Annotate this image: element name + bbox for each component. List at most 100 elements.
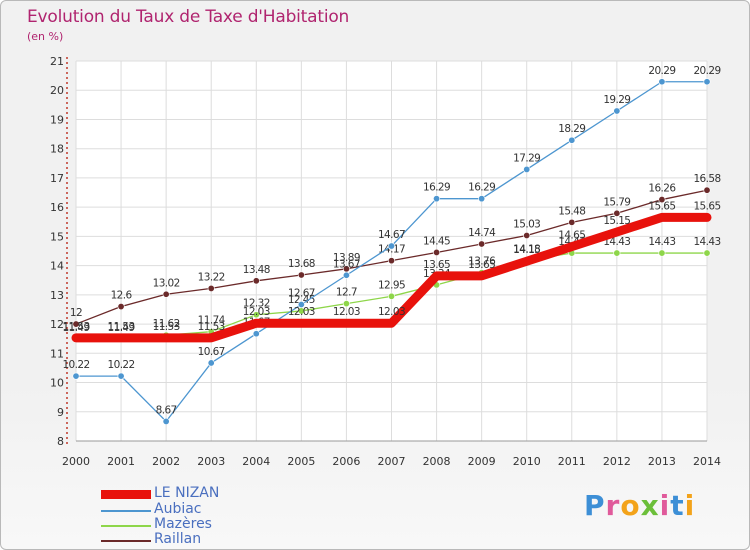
data-label-raillan: 16.26 (648, 183, 676, 195)
data-label-le-nizan: 15.65 (693, 200, 720, 212)
y-tick-label: 16 (50, 201, 64, 214)
data-label-raillan: 12 (70, 307, 82, 319)
data-label-le-nizan: 11.53 (62, 321, 89, 333)
y-tick-label: 9 (57, 406, 64, 419)
data-label-le-nizan: 12.03 (243, 306, 270, 318)
brand-letter: t (670, 489, 685, 522)
data-label-aubiac: 16.29 (423, 182, 450, 194)
data-point-aubiac (387, 242, 395, 250)
data-point-raillan (703, 186, 711, 194)
x-tick-label: 2000 (62, 455, 90, 468)
data-label-maz-res: 14.43 (648, 236, 675, 248)
data-point-raillan (387, 257, 395, 265)
data-label-raillan: 13.68 (288, 258, 315, 270)
series-line-le-nizan (71, 212, 712, 343)
data-point-raillan (478, 240, 486, 248)
proxiti-logo: Proxiti (584, 489, 695, 522)
x-tick-label: 2011 (558, 455, 586, 468)
y-tick-label: 20 (50, 84, 64, 97)
x-tick-label: 2013 (648, 455, 676, 468)
data-label-le-nizan: 13.65 (423, 259, 450, 271)
data-point-raillan (252, 277, 260, 285)
data-point-aubiac (162, 417, 170, 425)
x-tick-label: 2007 (378, 455, 406, 468)
data-point-maz-res (613, 249, 621, 257)
data-label-aubiac: 17.29 (513, 152, 540, 164)
brand-letter: o (620, 489, 641, 522)
legend-label: Mazères (154, 516, 212, 532)
brand-letter: r (605, 489, 621, 522)
legend-swatch-le-nizan (101, 490, 151, 499)
data-label-aubiac: 10.67 (198, 346, 225, 358)
data-label-le-nizan: 13.65 (468, 259, 495, 271)
data-label-maz-res: 11.49 (62, 322, 89, 334)
y-tick-label: 17 (50, 172, 64, 185)
data-label-maz-res: 13.76 (468, 256, 496, 268)
data-point-raillan (297, 271, 305, 279)
data-label-maz-res: 12.95 (378, 279, 405, 291)
data-point-aubiac (342, 271, 350, 279)
data-label-aubiac: 10.22 (62, 359, 89, 371)
y-tick-label: 19 (50, 113, 64, 126)
y-tick-label: 8 (57, 435, 64, 448)
data-point-maz-res (252, 311, 260, 319)
data-point-raillan (162, 290, 170, 298)
data-label-raillan: 12.6 (111, 290, 133, 302)
data-label-le-nizan: 11.53 (198, 321, 225, 333)
data-point-aubiac (252, 330, 260, 338)
data-point-aubiac (207, 359, 215, 367)
data-label-maz-res: 12.45 (288, 294, 315, 306)
data-point-maz-res (387, 292, 395, 300)
brand-letter: P (584, 489, 606, 522)
data-point-raillan (658, 196, 666, 204)
x-tick-label: 2002 (152, 455, 180, 468)
data-point-raillan (433, 248, 441, 256)
x-tick-label: 2001 (107, 455, 135, 468)
data-label-maz-res: 12.7 (336, 287, 357, 299)
data-point-aubiac (703, 78, 711, 86)
data-label-aubiac: 8.67 (156, 404, 177, 416)
data-label-raillan: 13.48 (243, 264, 270, 276)
y-tick-label: 21 (50, 55, 64, 68)
data-label-le-nizan: 12.03 (378, 306, 405, 318)
data-point-raillan (523, 232, 531, 240)
data-label-aubiac: 16.29 (468, 182, 495, 194)
legend-label: Raillan (154, 531, 202, 547)
data-label-le-nizan: 12.03 (288, 306, 315, 318)
data-point-raillan (613, 209, 621, 217)
data-point-maz-res (703, 249, 711, 257)
x-tick-label: 2006 (332, 455, 360, 468)
x-tick-label: 2004 (242, 455, 270, 468)
data-label-raillan: 14.17 (378, 244, 405, 256)
data-label-raillan: 13.02 (153, 277, 180, 289)
data-label-le-nizan: 12.03 (333, 306, 360, 318)
data-label-le-nizan: 11.53 (153, 321, 180, 333)
data-point-aubiac (117, 372, 125, 380)
y-tick-label: 13 (50, 289, 64, 302)
x-tick-label: 2003 (197, 455, 225, 468)
data-point-raillan (117, 303, 125, 311)
data-label-raillan: 16.58 (693, 173, 720, 185)
data-point-aubiac (478, 195, 486, 203)
data-label-aubiac: 19.29 (603, 94, 630, 106)
data-label-maz-res: 11.62 (153, 318, 180, 330)
unit-label: (en %) (27, 30, 64, 43)
x-tick-label: 2008 (423, 455, 451, 468)
data-label-raillan: 15.03 (513, 219, 540, 231)
data-label-aubiac: 10.22 (108, 359, 135, 371)
data-label-maz-res: 14.18 (513, 243, 540, 255)
data-label-maz-res: 14.43 (693, 236, 720, 248)
data-label-raillan: 15.48 (558, 205, 585, 217)
data-point-raillan (207, 284, 215, 292)
data-point-aubiac (297, 300, 305, 308)
y-tick-label: 18 (50, 143, 64, 156)
data-point-raillan (568, 218, 576, 226)
data-point-aubiac (72, 372, 80, 380)
x-tick-label: 2014 (693, 455, 721, 468)
data-label-le-nizan: 11.53 (108, 321, 135, 333)
data-label-raillan: 13.89 (333, 252, 360, 264)
legend-swatch-aubiac (101, 510, 151, 512)
y-tick-label: 11 (50, 347, 64, 360)
